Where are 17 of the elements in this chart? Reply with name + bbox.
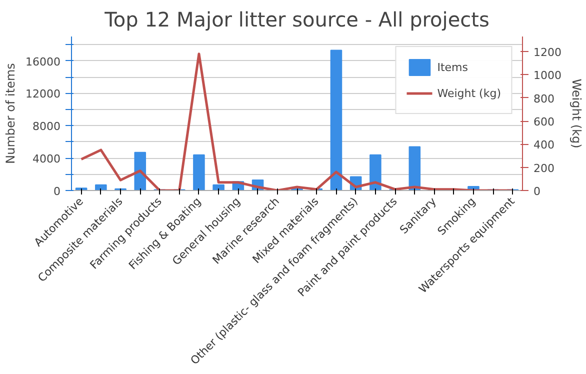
- y2-tick-label: 600: [534, 116, 554, 129]
- y2-tick-label: 1200: [534, 46, 562, 60]
- y2-tick-label: 800: [534, 92, 554, 106]
- y-tick-label: 0: [54, 185, 60, 198]
- y2-tick-label: 1000: [534, 69, 562, 82]
- y-tick-label: 8000: [32, 120, 61, 134]
- chart-title: Top 12 Major litter source - All projects: [104, 8, 490, 32]
- y2-axis-title: Weight (kg): [569, 78, 584, 148]
- y-tick-label: 12000: [26, 88, 61, 101]
- y2-tick-label: 0: [534, 185, 540, 198]
- legend-label: Weight (kg): [437, 86, 501, 100]
- y2-tick-label: 200: [534, 162, 554, 175]
- y-tick-label: 16000: [26, 55, 61, 68]
- y-axis-title: Number of items: [4, 63, 18, 164]
- legend-label: Items: [437, 60, 468, 74]
- y-tick-label: 4000: [32, 152, 61, 166]
- y2-tick-label: 400: [534, 138, 554, 152]
